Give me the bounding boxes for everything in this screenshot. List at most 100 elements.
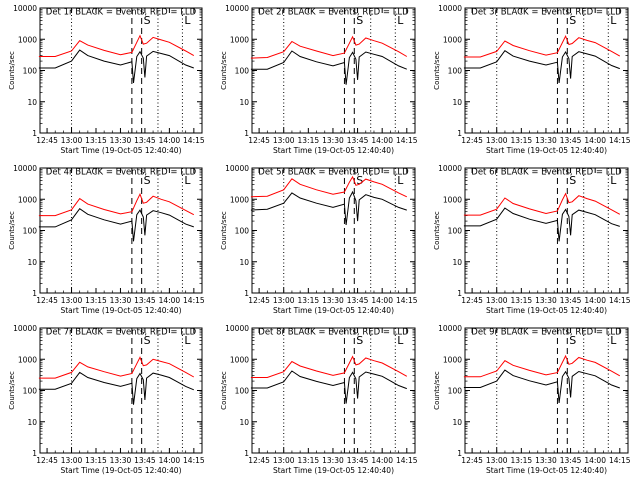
- x-tick-label: 13:30: [322, 136, 344, 145]
- y-tick-label: 1: [244, 289, 249, 298]
- x-tick-label: 12:45: [461, 456, 483, 465]
- y-tick-label: 1000: [443, 355, 462, 364]
- marker-label: S: [144, 334, 151, 347]
- series-line-lld: [463, 34, 621, 58]
- x-tick-label: 12:45: [248, 136, 270, 145]
- y-tick-label: 10: [27, 418, 37, 427]
- marker-label: L: [610, 174, 617, 187]
- marker-label: S: [356, 14, 363, 27]
- x-tick-label: 14:15: [183, 296, 205, 305]
- marker-label: S: [144, 174, 151, 187]
- x-tick-label: 12:45: [461, 136, 483, 145]
- y-tick-label: 10000: [225, 4, 249, 13]
- x-tick-label: 13:30: [110, 456, 132, 465]
- marker-label: L: [397, 174, 404, 187]
- y-tick-label: 10000: [13, 4, 37, 13]
- x-tick-label: 14:00: [584, 296, 606, 305]
- x-tick-label: 14:15: [609, 456, 631, 465]
- y-axis-label: Counts/sec: [8, 51, 16, 90]
- series-line-lld: [250, 175, 408, 198]
- x-axis-label: Start Time (19-Oct-05 12:40:40): [60, 146, 181, 155]
- y-tick-label: 1: [244, 449, 249, 458]
- detector-panel-3: Det 3r BLACK = Events, RED = LLD 1 10 100 10…: [433, 4, 631, 155]
- x-tick-label: 13:30: [322, 456, 344, 465]
- y-tick-label: 1: [32, 449, 37, 458]
- x-tick-label: 13:00: [486, 456, 508, 465]
- series-line-events: [38, 208, 194, 242]
- x-tick-label: 12:45: [36, 456, 58, 465]
- y-tick-label: 1: [457, 289, 462, 298]
- x-tick-label: 13:00: [486, 296, 508, 305]
- marker-label: L: [184, 174, 191, 187]
- detector-panel-2: Det 2r BLACK = Events, RED = LLD 1 10 100 10…: [220, 4, 418, 155]
- marker-label: S: [356, 334, 363, 347]
- y-tick-label: 100: [235, 387, 250, 396]
- detector-panel-9: Det 9r BLACK = Events, RED = LLD 1 10 100 10…: [433, 324, 631, 475]
- y-tick-label: 10000: [13, 324, 37, 333]
- x-tick-label: 13:15: [298, 136, 320, 145]
- x-tick-label: 12:45: [461, 296, 483, 305]
- x-axis-label: Start Time (19-Oct-05 12:40:40): [486, 466, 607, 475]
- panel-title: Det 5r BLACK = Events, RED = LLD: [258, 168, 409, 178]
- plot-frame: [464, 327, 629, 454]
- x-axis-label: Start Time (19-Oct-05 12:40:40): [273, 306, 394, 315]
- detector-panel-5: Det 5r BLACK = Events, RED = LLD 1 10 100 10…: [220, 164, 418, 315]
- x-tick-label: 14:00: [159, 456, 181, 465]
- x-tick-label: 14:00: [371, 136, 393, 145]
- series-line-events: [250, 370, 407, 404]
- y-tick-label: 100: [448, 387, 463, 396]
- series-line-lld: [38, 34, 195, 57]
- x-tick-label: 13:15: [85, 136, 107, 145]
- x-tick-label: 13:00: [273, 456, 295, 465]
- plot-frame: [251, 7, 416, 134]
- x-tick-label: 13:00: [61, 456, 83, 465]
- y-tick-label: 1000: [230, 195, 249, 204]
- x-tick-label: 13:15: [85, 296, 107, 305]
- y-tick-label: 1: [244, 129, 249, 138]
- x-tick-label: 13:15: [511, 296, 533, 305]
- x-axis-label: Start Time (19-Oct-05 12:40:40): [60, 466, 181, 475]
- marker-label: L: [610, 334, 617, 347]
- y-tick-label: 10: [239, 418, 249, 427]
- series-line-events: [463, 207, 620, 242]
- x-tick-label: 13:45: [560, 296, 582, 305]
- y-axis-label: Counts/sec: [8, 211, 16, 250]
- plot-frame: [464, 7, 629, 134]
- marker-label: L: [610, 14, 617, 27]
- x-tick-label: 14:15: [183, 136, 205, 145]
- y-tick-label: 100: [235, 67, 250, 76]
- series-line-lld: [250, 35, 408, 59]
- panel-title: Det 9r BLACK = Events, RED = LLD: [471, 328, 622, 338]
- y-axis-label: Counts/sec: [8, 371, 16, 410]
- marker-label: S: [356, 174, 363, 187]
- x-tick-label: 13:00: [273, 136, 295, 145]
- y-tick-label: 100: [448, 67, 463, 76]
- series-line-events: [38, 371, 194, 405]
- detector-panel-6: Det 6r BLACK = Events, RED = LLD 1 10 100 10…: [433, 164, 631, 315]
- marker-label: L: [397, 14, 404, 27]
- y-axis-label: Counts/sec: [220, 371, 228, 410]
- marker-label: L: [397, 334, 404, 347]
- series-line-lld: [463, 192, 621, 216]
- marker-label: S: [569, 174, 576, 187]
- x-axis-label: Start Time (19-Oct-05 12:40:40): [486, 146, 607, 155]
- x-tick-label: 13:30: [535, 296, 557, 305]
- x-tick-label: 13:30: [322, 296, 344, 305]
- x-tick-label: 14:00: [584, 456, 606, 465]
- y-tick-label: 100: [235, 227, 250, 236]
- x-tick-label: 14:00: [159, 136, 181, 145]
- y-tick-label: 1: [32, 289, 37, 298]
- series-line-lld: [250, 355, 408, 378]
- y-axis-label: Counts/sec: [433, 51, 441, 90]
- x-tick-label: 12:45: [36, 296, 58, 305]
- x-tick-label: 14:15: [396, 456, 418, 465]
- x-tick-label: 12:45: [248, 456, 270, 465]
- panel-title: Det 4r BLACK = Events, RED = LLD: [46, 168, 197, 178]
- x-axis-label: Start Time (19-Oct-05 12:40:40): [273, 466, 394, 475]
- y-tick-label: 1000: [230, 35, 249, 44]
- y-tick-label: 1: [457, 449, 462, 458]
- x-tick-label: 13:30: [535, 456, 557, 465]
- series-line-lld: [38, 356, 195, 379]
- y-tick-label: 1: [32, 129, 37, 138]
- x-tick-label: 13:15: [298, 296, 320, 305]
